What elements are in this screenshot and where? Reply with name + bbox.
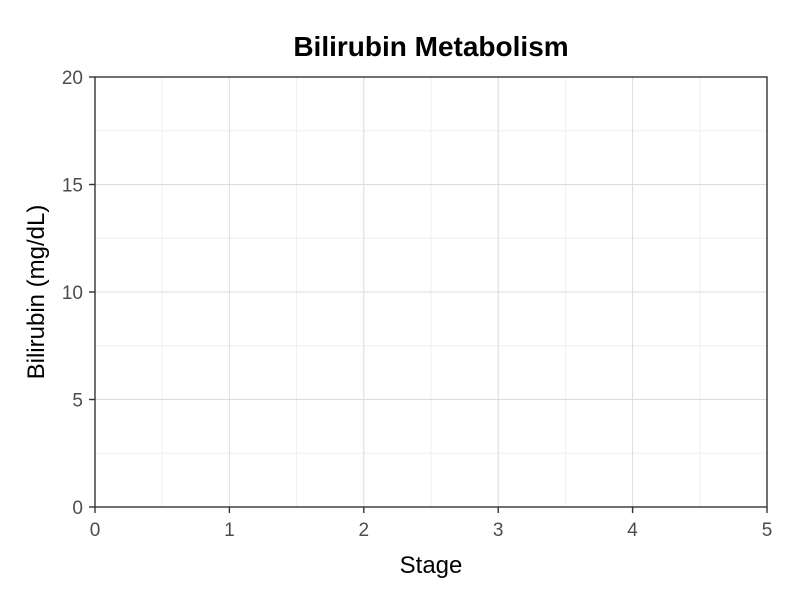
y-axis: 0 5 10 15 20 bbox=[62, 68, 95, 519]
y-axis-title: Bilirubin (mg/dL) bbox=[23, 205, 50, 380]
grid-layer bbox=[94, 76, 768, 508]
x-axis: 0 1 2 3 4 5 bbox=[90, 507, 773, 541]
y-tick-label: 20 bbox=[62, 68, 83, 89]
chart-title: Bilirubin Metabolism bbox=[293, 31, 568, 62]
y-tick-label: 5 bbox=[72, 391, 83, 412]
y-tick-label: 10 bbox=[62, 283, 83, 304]
x-tick-label: 2 bbox=[359, 520, 370, 541]
x-tick-label: 0 bbox=[90, 520, 101, 541]
y-tick-label: 15 bbox=[62, 176, 83, 197]
x-axis-title: Stage bbox=[400, 552, 463, 579]
x-tick-label: 1 bbox=[224, 520, 235, 541]
y-tick-label: 0 bbox=[72, 498, 83, 519]
x-tick-label: 3 bbox=[493, 520, 504, 541]
x-tick-label: 4 bbox=[627, 520, 638, 541]
x-tick-label: 5 bbox=[762, 520, 773, 541]
